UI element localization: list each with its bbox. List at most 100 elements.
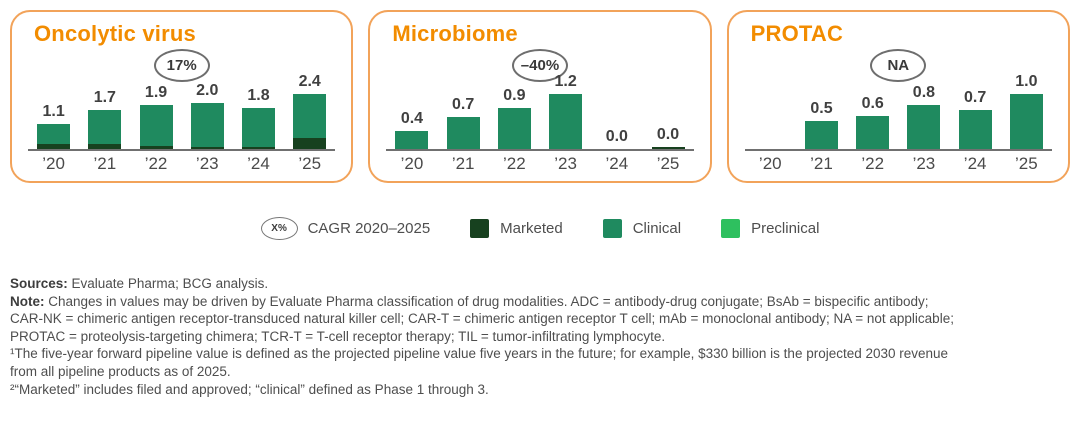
stacked-bar [497, 108, 531, 149]
bar-slots: 0.4 0.7 0.9 1.2 0.0 0.0 [386, 71, 693, 149]
x-axis [744, 149, 1052, 151]
clinical-segment [446, 117, 480, 149]
bar-value-label: 1.7 [93, 89, 116, 106]
clinical-segment [856, 116, 890, 149]
year-label: ’22 [144, 154, 168, 173]
year-label: ’24 [247, 154, 270, 173]
bar-value-label: 1.1 [42, 103, 65, 120]
bar-value-label: 0.6 [861, 95, 884, 112]
stacked-bar [907, 105, 941, 149]
stacked-bar [958, 110, 992, 149]
clinical-segment [293, 94, 327, 138]
year-label: ’25 [1015, 154, 1038, 173]
footnote-line: PROTAC = proteolysis-targeting chimera; … [10, 328, 666, 344]
year-label: ’21 [451, 154, 475, 173]
bar-slots: 1.1 1.7 1.9 2.0 1.8 2.4 [28, 71, 335, 149]
marketed-swatch-icon [470, 218, 490, 238]
stacked-bar [1009, 94, 1043, 149]
panel-title: Microbiome [392, 21, 518, 46]
bar-slot: 0.4 [386, 71, 437, 149]
bar-value-label: 0.4 [400, 110, 424, 127]
bar-value-label: 0.9 [503, 87, 526, 104]
cagr-oval: NA [870, 49, 927, 82]
panel-microbiome: Microbiome –40% 0.4 0.7 0.9 1.2 0.0 0.0’20’21’2… [368, 10, 712, 183]
chart-microbiome: 0.4 0.7 0.9 1.2 0.0 0.0 ’20 ’21 ’22 ’23 ’24 ’25 [386, 71, 694, 174]
footnote-bold-prefix: Note: [10, 293, 45, 309]
clinical-segment [497, 108, 531, 149]
clinical-segment [549, 94, 583, 149]
clinical-segment [958, 110, 992, 149]
bar-value-label: 1.0 [1015, 73, 1038, 90]
cagr-value: –40% [520, 57, 560, 74]
bar-slot: 0.6 [847, 71, 898, 149]
chart-oncolytic-virus: 1.1 1.7 1.9 2.0 1.8 2.4 ’20 ’21 ’22 ’23 ’24 ’25 [28, 71, 336, 174]
legend-cagr: X% CAGR 2020–2025 [260, 216, 430, 240]
stacked-bar [856, 116, 890, 149]
year-label: ’25 [298, 154, 322, 173]
marketed-segment [88, 144, 122, 149]
footnote-line: Note: Changes in values may be driven by… [10, 293, 929, 309]
cagr-oval: 17% [153, 49, 210, 82]
clinical-segment [804, 121, 838, 149]
footnote-line: Sources: Evaluate Pharma; BCG analysis. [10, 276, 269, 291]
cagr-value: 17% [166, 57, 197, 74]
stacked-bar [804, 121, 838, 149]
footnote-bold-prefix: Sources: [10, 276, 68, 291]
chart-protac: 0.5 0.6 0.8 0.7 1.0 ’20 ’21 ’22 ’23 ’24 ’25 [744, 71, 1052, 174]
bar-value-label: 0.0 [656, 126, 680, 143]
year-labels: ’20 ’21 ’22 ’23 ’24 ’25 [28, 154, 335, 174]
bar-slot: 0.0 [642, 71, 693, 149]
clinical-segment [88, 110, 122, 144]
footnotes: Sources: Evaluate Pharma; BCG analysis. N… [10, 275, 1072, 398]
clinical-segment [241, 108, 275, 147]
year-label: ’22 [861, 154, 885, 173]
year-label: ’24 [963, 154, 987, 173]
panel-protac: PROTAC NA 0.5 0.6 0.8 0.7 1.0’20’21’22’23’24’2… [726, 10, 1070, 183]
year-label: ’24 [605, 154, 629, 173]
x-axis [28, 149, 336, 151]
clinical-segment [395, 131, 429, 149]
bar-slot: 0.7 [950, 71, 1001, 149]
stacked-bar [651, 147, 685, 149]
legend: X% CAGR 2020–2025 Marketed Clinical Prec… [0, 216, 1080, 240]
bar-value-label: 0.7 [964, 89, 987, 106]
clinical-segment [139, 105, 173, 146]
stacked-bar [549, 94, 583, 149]
year-label: ’23 [912, 154, 936, 173]
cagr-oval-icon: X% [260, 216, 298, 240]
panel-title: Oncolytic virus [34, 21, 196, 46]
bar-slot [745, 71, 796, 149]
year-label: ’20 [400, 154, 424, 173]
stacked-bar [88, 110, 122, 149]
year-labels: ’20 ’21 ’22 ’23 ’24 ’25 [386, 154, 693, 174]
stacked-bar [293, 94, 327, 149]
clinical-segment [37, 124, 71, 144]
clinical-swatch-icon [602, 218, 622, 238]
year-label: ’23 [195, 154, 219, 173]
bar-slot: 2.4 [284, 71, 335, 149]
bar-value-label: 2.0 [196, 82, 219, 99]
clinical-segment [907, 105, 941, 149]
footnote-line: ²“Marketed” includes filed and approved;… [10, 381, 489, 397]
marketed-segment [190, 147, 224, 149]
bar-slot: 0.0 [591, 71, 642, 149]
year-label: ’21 [810, 154, 833, 173]
bar-slot: 1.9 [130, 71, 181, 149]
legend-item-label: Preclinical [751, 219, 820, 237]
year-label: ’23 [554, 154, 577, 173]
stacked-bar [139, 105, 173, 149]
cagr-value: NA [887, 57, 910, 74]
footnote-line: CAR-NK = chimeric antigen receptor-trans… [10, 311, 954, 327]
legend-item-label: Clinical [632, 219, 682, 237]
panel-title: PROTAC [750, 21, 844, 46]
bar-slot: 0.8 [898, 71, 949, 149]
bar-slots: 0.5 0.6 0.8 0.7 1.0 [745, 71, 1052, 149]
year-label: ’21 [93, 154, 117, 173]
bar-slot: 1.0 [1001, 71, 1052, 149]
preclinical-swatch-icon [721, 218, 741, 238]
bar-slot: 0.7 [438, 71, 489, 149]
year-label: ’25 [656, 154, 680, 173]
bar-slot: 2.0 [182, 71, 233, 149]
year-labels: ’20 ’21 ’22 ’23 ’24 ’25 [745, 154, 1052, 174]
marketed-segment [241, 147, 275, 149]
